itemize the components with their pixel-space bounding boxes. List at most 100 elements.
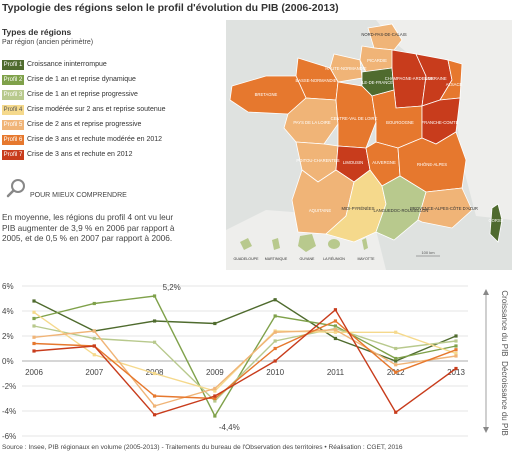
series-point [333,308,338,312]
series-point [152,413,157,417]
series-lines [32,294,458,418]
x-tick-label: 2009 [206,368,224,377]
region-pays-de-la-loire [283,97,339,145]
explanation-paragraph: En moyenne, les régions du profil 4 ont … [2,212,175,243]
series-point [152,319,157,323]
series-4 [32,310,458,393]
region-label: ÎLE-DE-FRANCE [360,80,393,85]
region-label: BRETAGNE [255,92,278,97]
region-label: BASSE-NORMANDIE [296,78,337,83]
legend-label: Crise de 2 ans et reprise progressive [27,121,142,128]
series-line [33,325,457,402]
x-tick-label: 2007 [85,368,103,377]
region-label: PAYS DE LA LOIRE [293,120,331,125]
source-note: Source : Insee, PIB régionaux en volume … [2,444,403,451]
series-point [152,371,157,376]
x-tick-label: 2006 [25,368,43,377]
series-point [394,370,398,374]
series-point [454,344,458,348]
region-label: CENTRE-VAL DE LOIRE [331,116,378,121]
legend: Profil 1 Croissance ininterrompue Profil… [2,57,166,162]
series-point [273,298,277,302]
legend-item: Profil 2 Crise de 1 an et reprise dynami… [2,72,166,87]
series-point [92,301,96,306]
arrow-down-icon [483,427,489,433]
region-label: CORSE [489,218,504,223]
series-1 [32,298,458,363]
series-point [394,346,398,351]
x-tick-label: 2011 [327,368,345,377]
series-line [33,298,457,362]
series-point [454,366,458,371]
y-tick-label: 6% [2,282,14,291]
region-label: MIDI-PYRÉNÉES [341,206,374,211]
region-label: NORD-PAS-DE-CALAIS [361,32,407,37]
series-line [33,295,457,418]
y-tick-label: -4% [2,407,16,416]
y-tick-label: 0% [2,357,14,366]
series-point [152,340,157,344]
series-point [454,339,458,343]
series-point [273,330,277,334]
side-label-decline: Décroissance du PIB [500,361,509,436]
series-point [394,363,398,367]
legend-title: Types de régions [2,27,72,37]
gdp-line-chart: -6%-4%-2%0%2%4%6% 2006200720082009201020… [2,282,509,440]
series-point [152,394,157,398]
legend-item: Profil 5 Crise de 2 ans et reprise progr… [2,117,166,132]
legend-item: Profil 3 Crise de 1 an et reprise progre… [2,87,166,102]
dom-label: MARTINIQUE [265,257,288,261]
series-point [92,329,96,333]
legend-swatch: Profil 4 [2,104,24,115]
region-label: RHÔNE-ALPES [417,162,447,167]
annotations: 5,2% -4,4% [163,283,240,432]
legend-label: Crise modérée sur 2 ans et reprise soute… [27,106,166,113]
legend-label: Crise de 3 ans et rechute en 2012 [27,151,133,158]
region-label: ALSACE [446,82,463,87]
arrow-up-icon [483,289,489,295]
series-point [32,341,36,346]
series-point [273,339,277,343]
legend-label: Crise de 3 ans et rechute modérée en 201… [27,136,163,143]
region-label: AQUITAINE [309,208,331,213]
legend-swatch: Profil 1 [2,59,24,70]
series-point [213,399,217,403]
region-label: HAUTE-NORMANDIE [325,66,366,71]
series-point [32,335,36,339]
series-point [213,386,217,391]
region-paca [417,187,473,229]
y-ticks: -6% -4% -2% 0% 2% 4% 6% [2,282,16,440]
series-point [454,351,458,356]
page-title: Typologie des régions selon le profil d'… [2,2,339,14]
legend-swatch: Profil 2 [2,74,24,85]
legend-item: Profil 1 Croissance ininterrompue [2,57,166,72]
series-point [394,330,398,334]
legend-subtitle: Par région (ancien périmètre) [2,39,94,46]
series-point [32,299,36,303]
series-point [333,328,338,332]
series-point [92,336,96,341]
y-tick-label: 2% [2,332,14,341]
series-point [152,294,157,298]
region-haute-normandie [329,53,363,83]
legend-swatch: Profil 5 [2,119,24,130]
dom-label: LA RÉUNION [323,256,345,261]
magnifier-icon [6,179,25,198]
legend-swatch: Profil 7 [2,149,24,160]
dom-label: MAYOTTE [357,257,375,261]
series-point [92,353,96,357]
france-map: NORD-PAS-DE-CALAIS PICARDIE HAUTE-NORMAN… [226,20,512,270]
series-point [273,314,277,318]
legend-label: Crise de 1 an et reprise dynamique [27,76,136,83]
series-7 [32,308,458,417]
region-label: CHAMPAGNE-ARDENNE [385,76,434,81]
region-label: PROVENCE-ALPES-CÔTE D'AZUR [410,206,478,211]
legend-label: Crise de 1 an et reprise progressive [27,91,138,98]
series-point [273,359,277,363]
series-5 [32,328,458,408]
legend-swatch: Profil 6 [2,134,24,145]
series-point [32,316,36,321]
series-point [394,356,398,361]
dom-label: GUYANE [300,257,316,261]
region-label: LORRAINE [425,76,447,81]
